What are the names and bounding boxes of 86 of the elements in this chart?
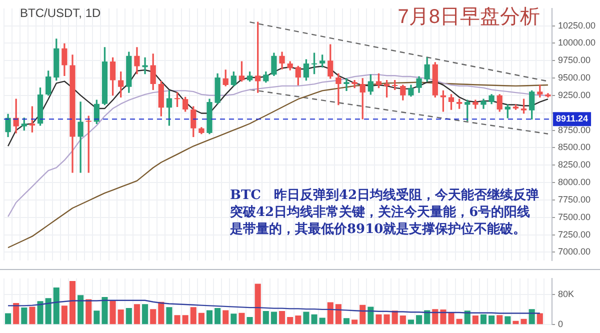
bar	[94, 310, 100, 324]
y-tick-label: 8250.00	[558, 160, 591, 170]
y-tick-label: 10250.00	[558, 20, 596, 30]
y-tick-label: 9250.00	[558, 90, 591, 100]
bar	[126, 308, 132, 324]
bar	[142, 304, 148, 324]
annotation: 7月8日早盘分析	[398, 5, 540, 30]
bar	[182, 315, 188, 324]
y-tick-label: 9750.00	[558, 55, 591, 66]
y-tick-label: 8000.00	[558, 177, 591, 188]
bar	[303, 312, 310, 324]
bar	[262, 310, 269, 324]
bar	[69, 281, 76, 324]
bar	[118, 309, 124, 324]
bar	[384, 314, 390, 324]
bar	[37, 301, 44, 324]
y-tick-label: 9500.00	[558, 72, 591, 83]
y-tick-label: 7250.00	[558, 229, 591, 240]
bar	[86, 299, 92, 324]
bar	[440, 309, 446, 324]
bar	[45, 298, 52, 324]
y-tick-label: 80K	[558, 288, 574, 299]
bar	[472, 316, 478, 324]
bar	[270, 312, 277, 324]
bar	[150, 309, 156, 324]
bar	[222, 310, 229, 324]
bar	[13, 303, 20, 324]
bar	[190, 307, 196, 324]
y-tick-label: 7000.00	[558, 246, 591, 257]
bar	[416, 315, 422, 324]
bar	[343, 318, 350, 324]
bar	[5, 313, 12, 324]
bar	[311, 314, 318, 324]
bar	[480, 314, 487, 324]
bar	[102, 296, 108, 324]
annotation: 是带量的，其最低价8910就是支撑保护位不能破。	[230, 221, 528, 238]
bar	[206, 310, 213, 324]
bar	[496, 315, 503, 324]
bar	[327, 302, 334, 324]
bar	[456, 318, 462, 324]
bar	[376, 314, 382, 324]
bar	[432, 309, 438, 324]
y-tick-label: 7750.00	[558, 194, 591, 204]
bar	[158, 302, 164, 324]
bar	[214, 308, 221, 324]
bar	[134, 304, 140, 324]
y-tick-label: 10000.00	[558, 38, 596, 48]
bar	[352, 320, 358, 324]
bar	[520, 318, 527, 324]
bar	[368, 306, 374, 324]
bar	[246, 317, 253, 324]
bar	[504, 316, 511, 324]
bar	[254, 284, 261, 324]
bar	[174, 315, 180, 324]
y-tick-label: 8750.00	[558, 124, 591, 135]
bar	[335, 304, 342, 324]
y-tick-label: 0	[558, 319, 564, 330]
bar	[61, 306, 68, 324]
bar	[110, 300, 116, 324]
annotation: BTC 昨日反弹到42日均线受阻，今天能否继续反弹	[230, 187, 540, 204]
bar	[53, 287, 60, 324]
bar	[488, 316, 495, 324]
bar	[279, 310, 286, 324]
bar	[400, 316, 406, 324]
bar	[424, 310, 430, 324]
y-tick-label: 7500.00	[558, 212, 591, 222]
bar	[287, 317, 294, 324]
bar	[230, 314, 237, 324]
bar	[536, 313, 543, 324]
bar	[198, 312, 204, 324]
bar	[464, 310, 470, 324]
bar	[166, 307, 172, 324]
bar	[512, 320, 519, 324]
y-tick-label: 8500.00	[558, 142, 591, 152]
bar	[360, 304, 366, 324]
chart-title: BTC/USDT, 1D	[20, 6, 101, 20]
bar	[319, 318, 326, 324]
ref-line-label: 8911.24	[556, 114, 588, 124]
bar	[238, 312, 245, 324]
bar	[29, 306, 36, 324]
bar	[295, 316, 302, 324]
bar	[78, 295, 84, 324]
bar	[448, 312, 454, 324]
annotation: 突破42日均线非常关键，关注今天量能，6号的阳线	[230, 204, 532, 221]
bar	[21, 308, 28, 324]
bar	[408, 320, 414, 324]
